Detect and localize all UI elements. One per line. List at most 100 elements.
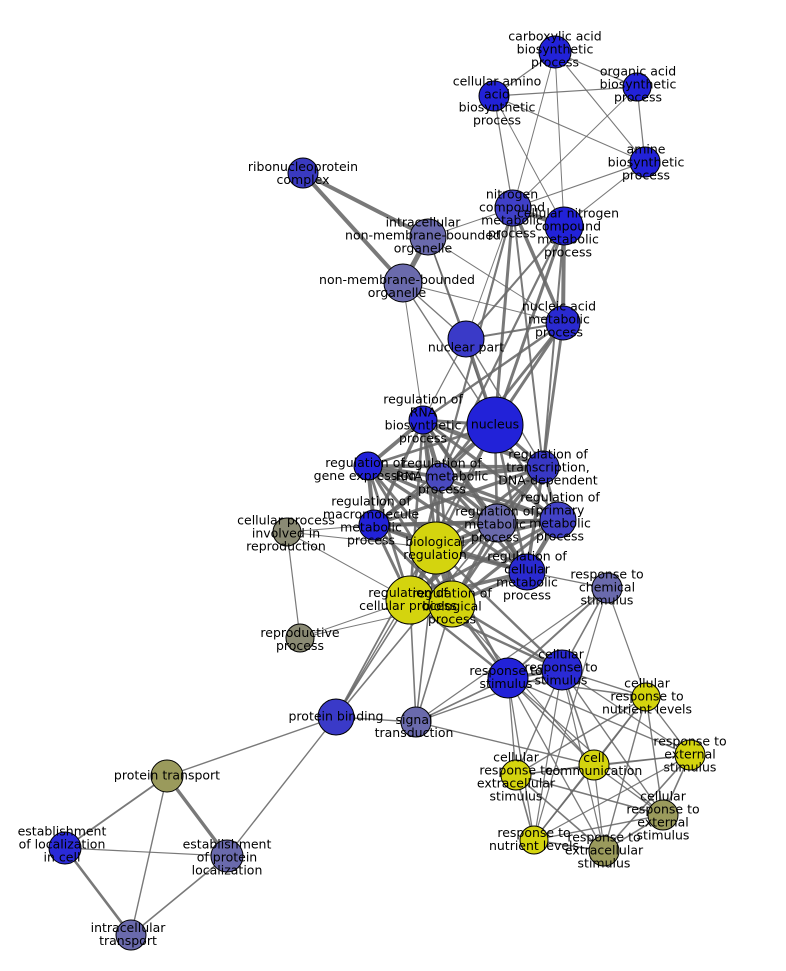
graph-node-amine_biosynthetic_process[interactable]: [629, 146, 661, 178]
graph-node-regulation_of_RNA_metabolic_process[interactable]: [425, 462, 455, 492]
graph-edge: [542, 225, 565, 468]
graph-edge: [493, 95, 565, 227]
graph-node-response_to_stimulus[interactable]: [487, 657, 529, 699]
graph-node-regulation_of_metabolic_process[interactable]: [477, 503, 517, 543]
graph-edge: [493, 206, 515, 427]
graph-node-cellular_response_to_external_stimulus[interactable]: [647, 799, 679, 831]
graph-node-nitrogen_compound_metabolic_process[interactable]: [494, 189, 532, 227]
graph-edge: [301, 171, 430, 239]
graph-edge: [434, 546, 564, 672]
graph-edge: [63, 846, 133, 937]
graph-node-regulation_of_transcription_DNA_dependent[interactable]: [526, 450, 560, 484]
graph-edge: [415, 721, 595, 766]
graph-node-regulation_of_RNA_biosynthetic_process[interactable]: [408, 405, 438, 435]
graph-node-response_to_external_stimulus[interactable]: [674, 739, 706, 771]
graph-node-regulation_of_macromolecule_metabolic_process[interactable]: [358, 509, 390, 541]
graph-node-regulation_of_primary_metabolic_process[interactable]: [539, 501, 577, 539]
graph-edge: [130, 855, 228, 936]
graph-node-protein_binding[interactable]: [317, 698, 355, 736]
graph-edge: [512, 161, 646, 209]
graph-edge: [515, 774, 664, 816]
graph-node-response_to_nutrient_levels[interactable]: [519, 825, 549, 855]
graph-node-reproductive_process[interactable]: [285, 623, 315, 653]
graph-edge: [561, 669, 691, 756]
graph-edge: [493, 95, 514, 209]
graph-edge: [533, 587, 608, 841]
graph-node-regulation_of_gene_expression[interactable]: [353, 451, 383, 481]
graph-edge: [421, 321, 565, 422]
graph-node-nucleus[interactable]: [466, 396, 524, 454]
graph-node-cellular_amino_acid_biosynthetic_process[interactable]: [478, 80, 510, 112]
graph-edge: [130, 775, 168, 936]
graph-edge: [533, 814, 664, 841]
graph-node-nucleic_acid_metabolic_process[interactable]: [545, 305, 581, 341]
graph-node-ribonucleoprotein_complex[interactable]: [287, 157, 319, 189]
graph-edge: [64, 775, 168, 849]
graph-edge: [165, 774, 229, 858]
graph-node-non_membrane_bounded_organelle[interactable]: [383, 263, 423, 303]
graph-edge: [64, 847, 228, 857]
graph-edge: [507, 587, 608, 679]
graph-node-intracellular_non_membrane_bounded_organelle[interactable]: [409, 218, 447, 256]
graph-node-cellular_nitrogen_compound_metabolic_process[interactable]: [544, 206, 584, 246]
graph-edge: [415, 669, 563, 723]
graph-node-establishment_of_localization_in_cell[interactable]: [48, 831, 82, 865]
graph-edge: [512, 86, 638, 209]
graph-edge: [366, 464, 560, 522]
graph-edge: [507, 677, 691, 756]
graph-edge: [533, 754, 691, 841]
edge-layer: [63, 51, 691, 937]
graph-edge: [335, 424, 496, 718]
graph-node-regulation_of_cellular_process[interactable]: [385, 575, 435, 625]
graph-edge: [415, 547, 437, 723]
graph-edge: [645, 696, 664, 816]
graph-edge: [515, 696, 647, 776]
graph-node-cellular_response_to_stimulus[interactable]: [541, 649, 583, 691]
graph-node-carboxylic_acid_biosynthetic_process[interactable]: [538, 35, 572, 69]
graph-edge: [507, 677, 535, 841]
graph-edge: [606, 587, 647, 698]
graph-edge: [286, 531, 301, 639]
graph-edge: [493, 95, 646, 163]
graph-node-cellular_response_to_extracellular_stimulus[interactable]: [500, 759, 532, 791]
graph-edge: [533, 764, 595, 841]
graph-edge: [512, 51, 556, 209]
graph-edge: [301, 171, 405, 285]
graph-node-establishment_of_protein_localization[interactable]: [210, 839, 244, 873]
graph-node-organic_acid_biosynthetic_process[interactable]: [622, 72, 652, 102]
graph-edge: [427, 236, 564, 324]
graph-edge: [493, 86, 638, 97]
graph-node-nuclear_part[interactable]: [447, 320, 485, 358]
node-layer[interactable]: [48, 35, 706, 951]
graph-node-cell_communication[interactable]: [578, 749, 610, 781]
graph-node-regulation_of_cellular_metabolic_process[interactable]: [508, 553, 546, 591]
graph-node-cellular_response_to_nutrient_levels[interactable]: [631, 682, 661, 712]
graph-node-biological_regulation[interactable]: [409, 521, 463, 575]
graph-node-intracellular_transport[interactable]: [115, 919, 147, 951]
graph-edge: [561, 669, 664, 816]
graph-edge: [554, 51, 565, 227]
graph-edge: [166, 716, 337, 777]
graph-edge: [515, 774, 605, 852]
graph-edge: [465, 207, 514, 340]
graph-node-protein_transport[interactable]: [150, 759, 184, 793]
graph-node-signal_transduction[interactable]: [400, 706, 432, 738]
graph-edge: [415, 587, 608, 723]
graph-edge: [402, 282, 564, 324]
graph-node-response_to_extracellular_stimulus[interactable]: [588, 835, 620, 867]
graph-node-regulation_of_biological_process[interactable]: [428, 580, 476, 628]
graph-node-response_to_chemical_stimulus[interactable]: [591, 572, 623, 604]
graph-edge: [438, 475, 560, 522]
graph-edge: [512, 207, 544, 468]
graph-node-cellular_process_involved_in_reproduction[interactable]: [272, 517, 302, 547]
graph-edge: [511, 206, 565, 325]
graph-edge: [402, 282, 424, 421]
graph-edge: [366, 464, 545, 469]
graph-edge: [226, 716, 337, 857]
graph-edge: [507, 677, 605, 852]
graph-edge: [554, 51, 646, 163]
graph-edge: [366, 464, 529, 574]
graph-edge: [335, 547, 437, 718]
